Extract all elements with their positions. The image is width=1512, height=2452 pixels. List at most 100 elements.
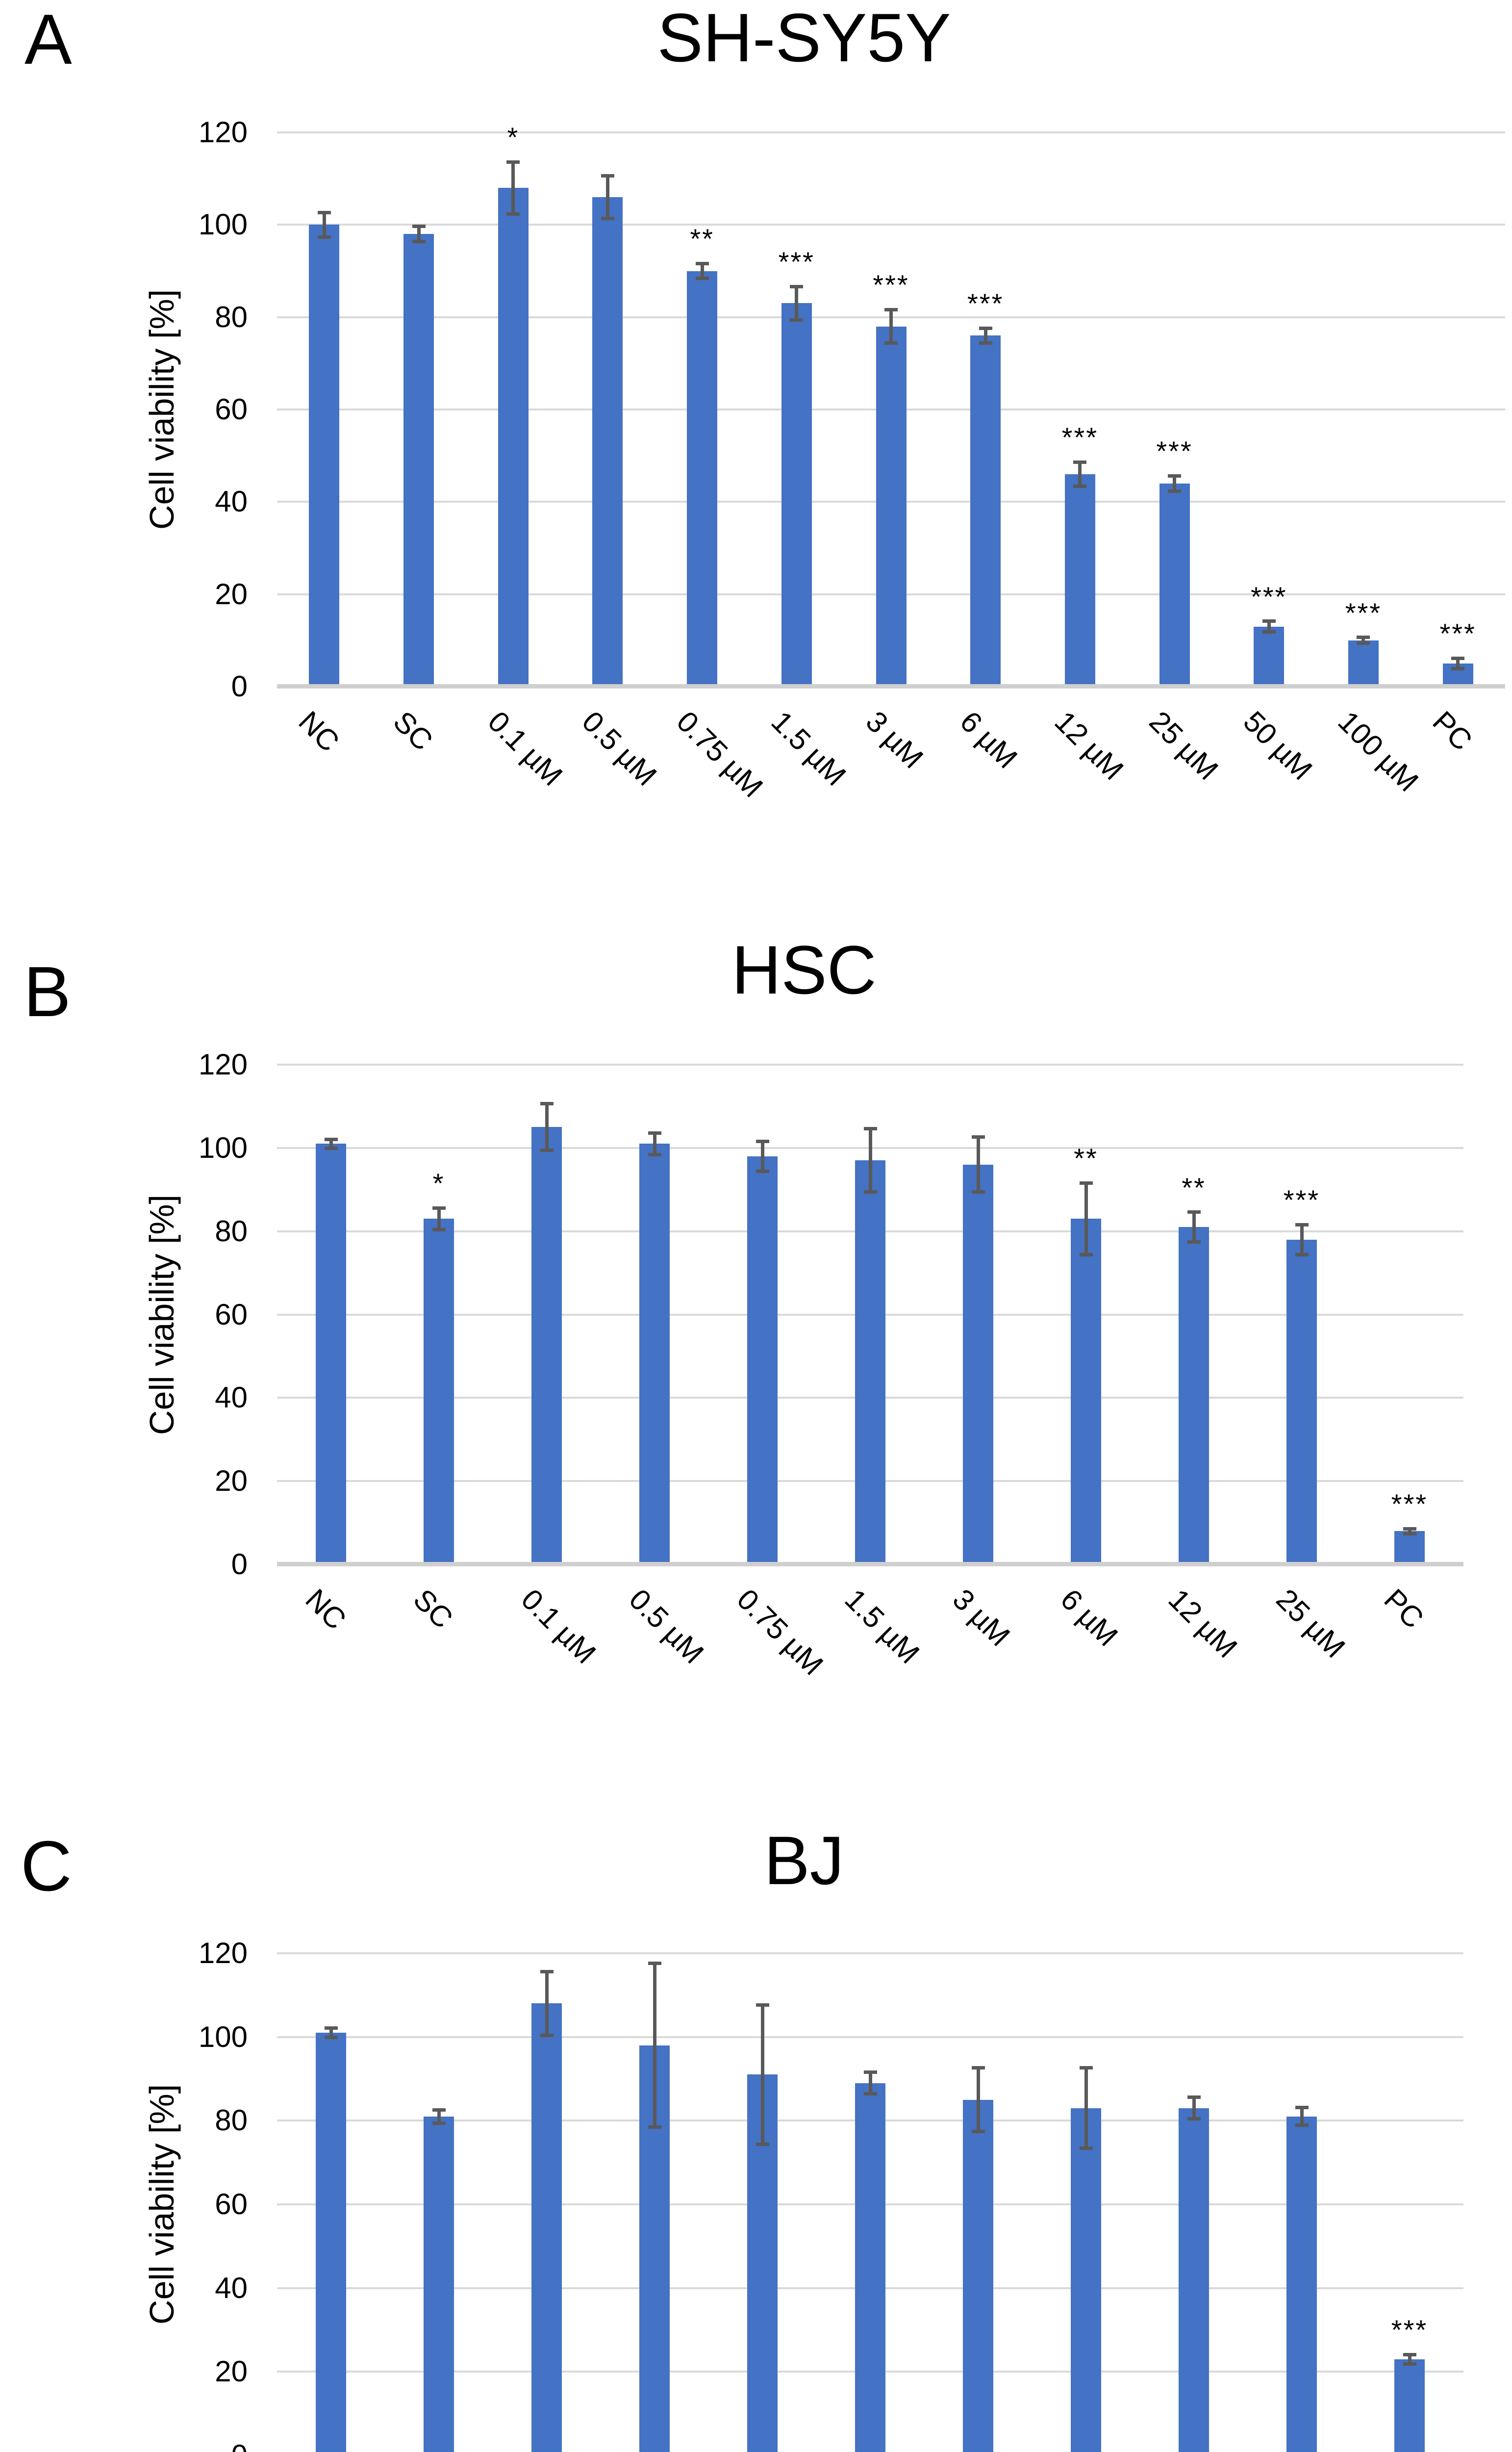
error-bar-stem xyxy=(1456,656,1460,671)
error-bar-cap-top xyxy=(432,1206,446,1210)
error-bar-cap-top xyxy=(695,261,709,265)
error-bar xyxy=(601,174,614,220)
gridline xyxy=(277,1064,1463,1066)
error-bar-cap-bottom xyxy=(695,277,709,281)
error-bar-cap-bottom xyxy=(1187,2117,1201,2121)
error-bar-stem xyxy=(1300,2106,1304,2127)
error-bar-cap-bottom xyxy=(1079,1252,1093,1256)
y-tick-label: 0 xyxy=(231,1548,248,1581)
error-bar-cap-top xyxy=(790,284,804,288)
error-bar-cap-top xyxy=(971,1135,985,1139)
error-bar xyxy=(1262,619,1276,634)
error-bar xyxy=(432,2108,446,2125)
error-bar-cap-top xyxy=(1451,656,1465,660)
y-tick-label: 120 xyxy=(198,1048,248,1081)
y-tick-label: 20 xyxy=(215,577,248,611)
chart-title-sh-sy5y: SH-SY5Y xyxy=(657,0,951,76)
significance-stars: *** xyxy=(967,287,1004,319)
error-bar-stem xyxy=(653,1962,656,2129)
error-bar-stem xyxy=(760,1139,764,1173)
error-bar xyxy=(863,2070,877,2096)
error-bar-cap-bottom xyxy=(601,216,614,220)
error-bar-cap-bottom xyxy=(1073,485,1087,488)
error-bar xyxy=(1187,1210,1201,1244)
error-bar-cap-top xyxy=(1357,636,1370,639)
bar xyxy=(1159,483,1190,687)
error-bar-stem xyxy=(329,1137,333,1150)
error-bar-stem xyxy=(976,1135,980,1194)
bar xyxy=(424,2116,454,2452)
significance-stars: ** xyxy=(1182,1172,1206,1203)
plot-area-c: *** xyxy=(277,1952,1463,2452)
error-bar-stem xyxy=(868,1127,872,1194)
error-bar-cap-top xyxy=(971,2066,985,2070)
y-tick-label: 40 xyxy=(215,1381,248,1414)
error-bar-cap-bottom xyxy=(1262,630,1276,634)
error-bar xyxy=(412,225,426,243)
error-bar-cap-bottom xyxy=(412,240,426,243)
error-bar xyxy=(1403,2352,1416,2366)
bar xyxy=(592,197,623,687)
error-bar-stem xyxy=(760,2003,764,2146)
bar xyxy=(1071,2108,1101,2452)
error-bar-stem xyxy=(1408,1527,1411,1535)
error-bar-cap-bottom xyxy=(317,235,331,239)
error-bar-stem xyxy=(795,284,799,322)
bar xyxy=(498,188,529,687)
error-bar-stem xyxy=(1361,636,1365,645)
error-bar-cap-top xyxy=(1295,1223,1309,1226)
significance-stars: * xyxy=(507,121,520,153)
error-bar xyxy=(1073,460,1087,488)
error-bar xyxy=(790,284,804,322)
error-bar-cap-bottom xyxy=(971,2129,985,2133)
gridline xyxy=(277,2036,1463,2038)
bar xyxy=(316,1144,346,1564)
error-bar-stem xyxy=(329,2026,333,2039)
gridline xyxy=(277,1952,1463,1954)
bar xyxy=(855,1160,885,1564)
error-bar-cap-top xyxy=(540,1970,554,1974)
error-bar-cap-top xyxy=(540,1102,554,1106)
bar xyxy=(876,326,907,687)
error-bar xyxy=(695,261,709,281)
error-bar xyxy=(1079,2066,1093,2150)
error-bar xyxy=(540,1102,554,1152)
error-bar-cap-bottom xyxy=(1187,1240,1201,1244)
error-bar-stem xyxy=(1173,474,1177,493)
error-bar-stem xyxy=(889,307,893,345)
error-bar-stem xyxy=(1408,2352,1411,2366)
bar xyxy=(1348,640,1379,687)
error-bar-cap-bottom xyxy=(971,1190,985,1194)
error-bar-cap-bottom xyxy=(540,2033,554,2037)
panel-letter-b: B xyxy=(24,952,71,1031)
error-bar-stem xyxy=(545,1970,549,2037)
significance-stars: *** xyxy=(1345,597,1382,628)
bar xyxy=(1179,2108,1209,2452)
error-bar-cap-top xyxy=(648,1131,661,1135)
error-bar-stem xyxy=(1300,1223,1304,1256)
y-tick-label: 40 xyxy=(215,2271,248,2304)
significance-stars: *** xyxy=(1156,435,1193,467)
error-bar-cap-top xyxy=(1403,2352,1416,2356)
error-bar-stem xyxy=(983,326,987,345)
error-bar-cap-top xyxy=(648,1962,661,1966)
error-bar xyxy=(971,2066,985,2133)
error-bar-stem xyxy=(868,2070,872,2096)
significance-stars: *** xyxy=(1391,2314,1428,2346)
bar xyxy=(747,1156,778,1564)
error-bar-cap-top xyxy=(1168,474,1182,478)
error-bar xyxy=(1079,1181,1093,1256)
y-tick-label: 20 xyxy=(215,1464,248,1498)
error-bar-cap-top xyxy=(432,2108,446,2112)
error-bar-cap-top xyxy=(1079,1181,1093,1185)
error-bar xyxy=(863,1127,877,1194)
error-bar-cap-top xyxy=(1262,619,1276,623)
error-bar-cap-top xyxy=(317,211,331,215)
bar xyxy=(1286,2116,1317,2452)
error-bar-cap-bottom xyxy=(432,1227,446,1231)
error-bar xyxy=(648,1962,661,2129)
panel-letter-a: A xyxy=(25,0,72,79)
bar xyxy=(531,2003,562,2452)
bar xyxy=(316,2033,346,2452)
